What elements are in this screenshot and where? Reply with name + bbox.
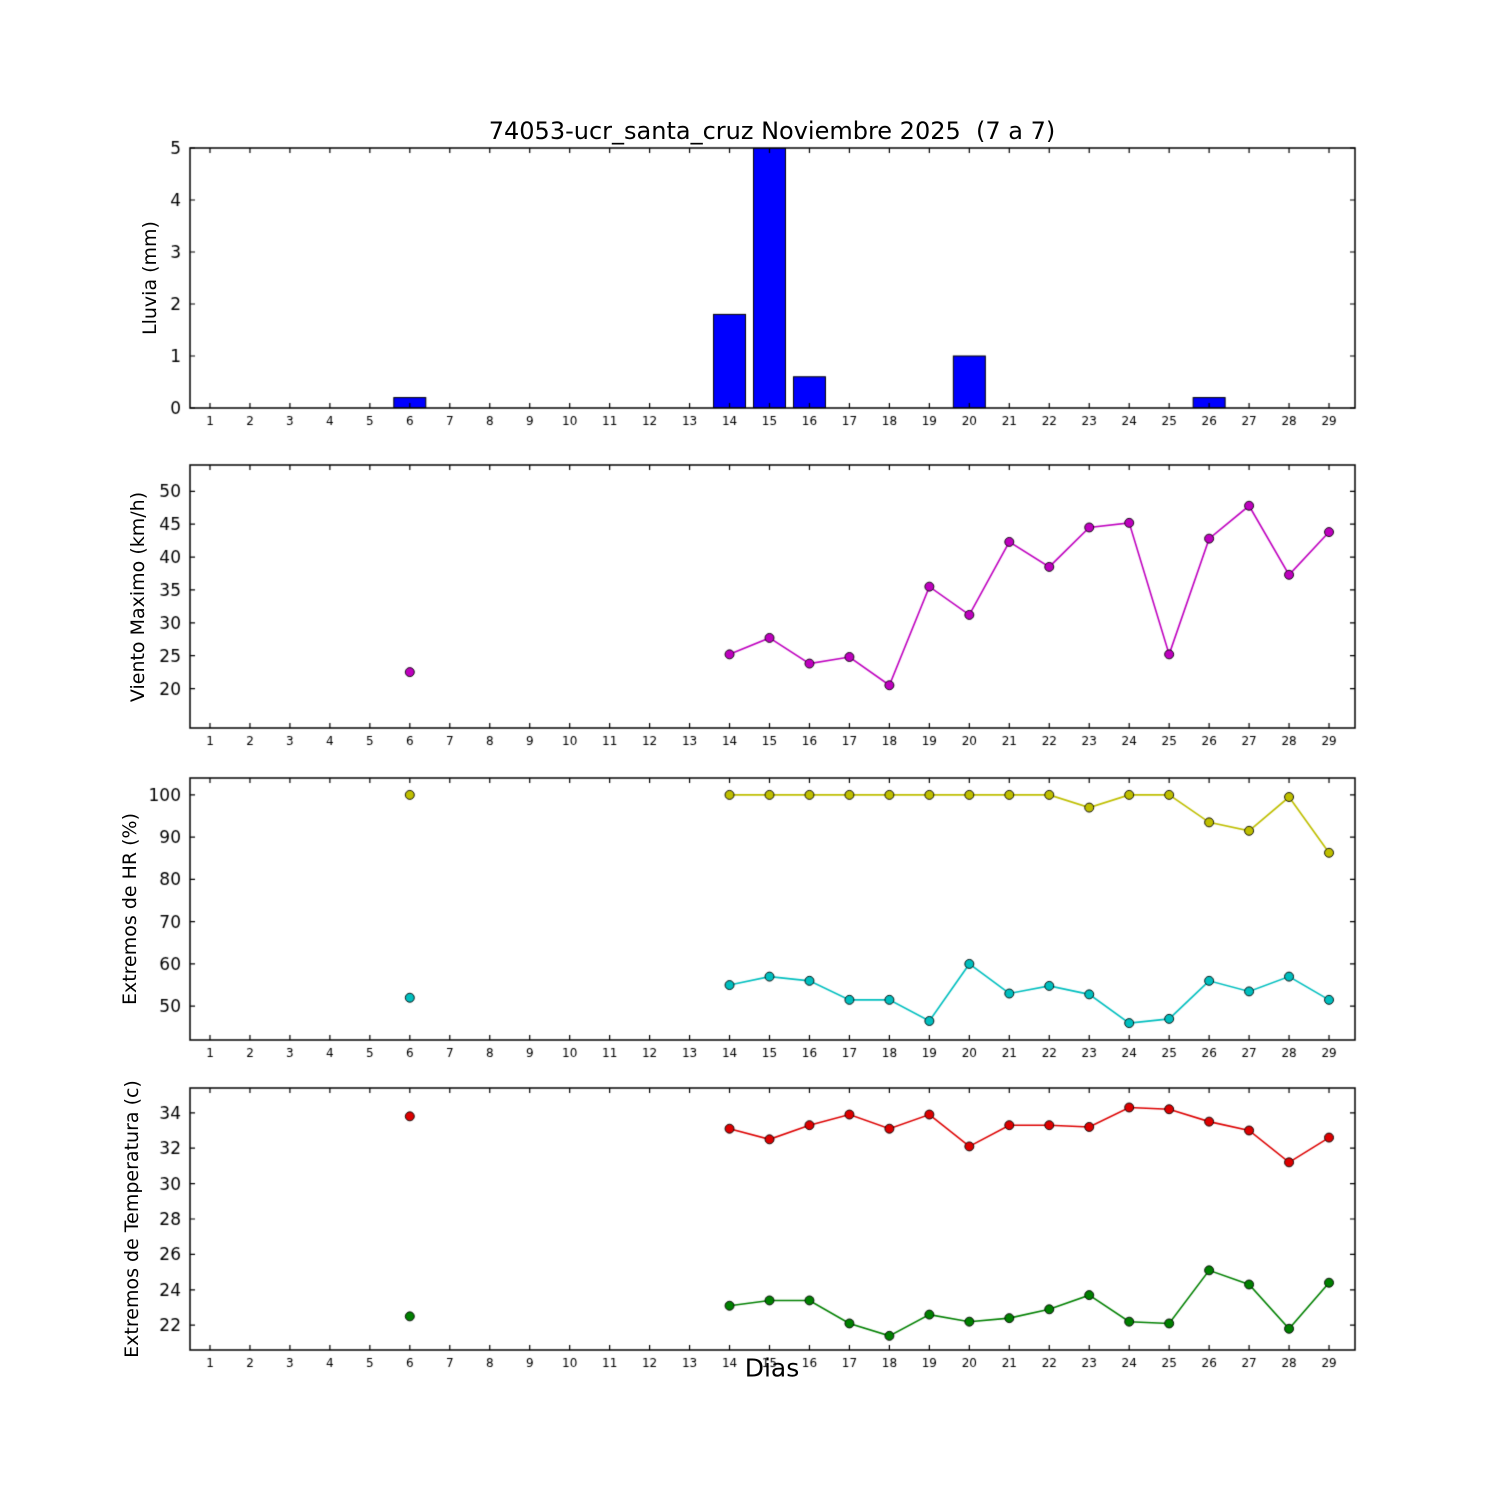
ylabel-extremos-hr: Extremos de HR (%) [119, 812, 141, 1006]
ylabel-viento-maximo: Viento Maximo (km/h) [127, 491, 149, 703]
ylabel-lluvia: Lluvia (mm) [139, 221, 161, 335]
xlabel-dias: Dias [744, 1353, 800, 1383]
figure-title: 74053-ucr_santa_cruz Noviembre 2025 (7 a… [488, 117, 1056, 145]
ylabel-extremos-temperatura: Extremos de Temperatura (c) [121, 1080, 143, 1358]
